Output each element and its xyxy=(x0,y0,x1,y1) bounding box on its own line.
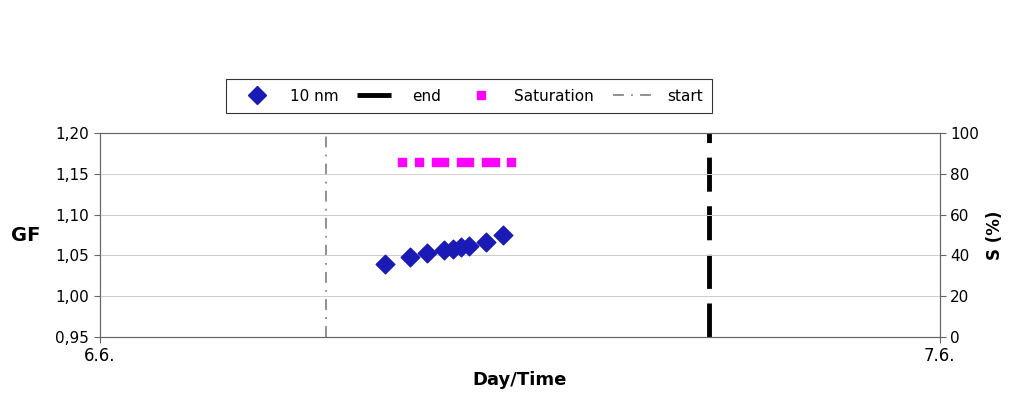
Legend: 10 nm, end, Saturation, start: 10 nm, end, Saturation, start xyxy=(226,80,712,113)
Point xyxy=(394,158,411,165)
Point xyxy=(419,250,435,256)
Point xyxy=(436,158,452,165)
Point xyxy=(462,242,478,249)
Point xyxy=(452,244,469,250)
Point xyxy=(503,158,520,165)
Point xyxy=(478,158,494,165)
Point xyxy=(486,158,502,165)
Text: GF: GF xyxy=(11,225,41,244)
Point xyxy=(428,158,444,165)
Point xyxy=(444,246,461,252)
Point xyxy=(462,158,478,165)
Point xyxy=(478,239,494,246)
Point xyxy=(403,254,419,260)
Point xyxy=(436,246,452,253)
Point xyxy=(411,158,427,165)
Point xyxy=(452,158,469,165)
Point xyxy=(377,260,393,267)
Y-axis label: S (%): S (%) xyxy=(986,210,1004,260)
Point xyxy=(495,232,512,238)
X-axis label: Day/Time: Day/Time xyxy=(473,371,567,389)
